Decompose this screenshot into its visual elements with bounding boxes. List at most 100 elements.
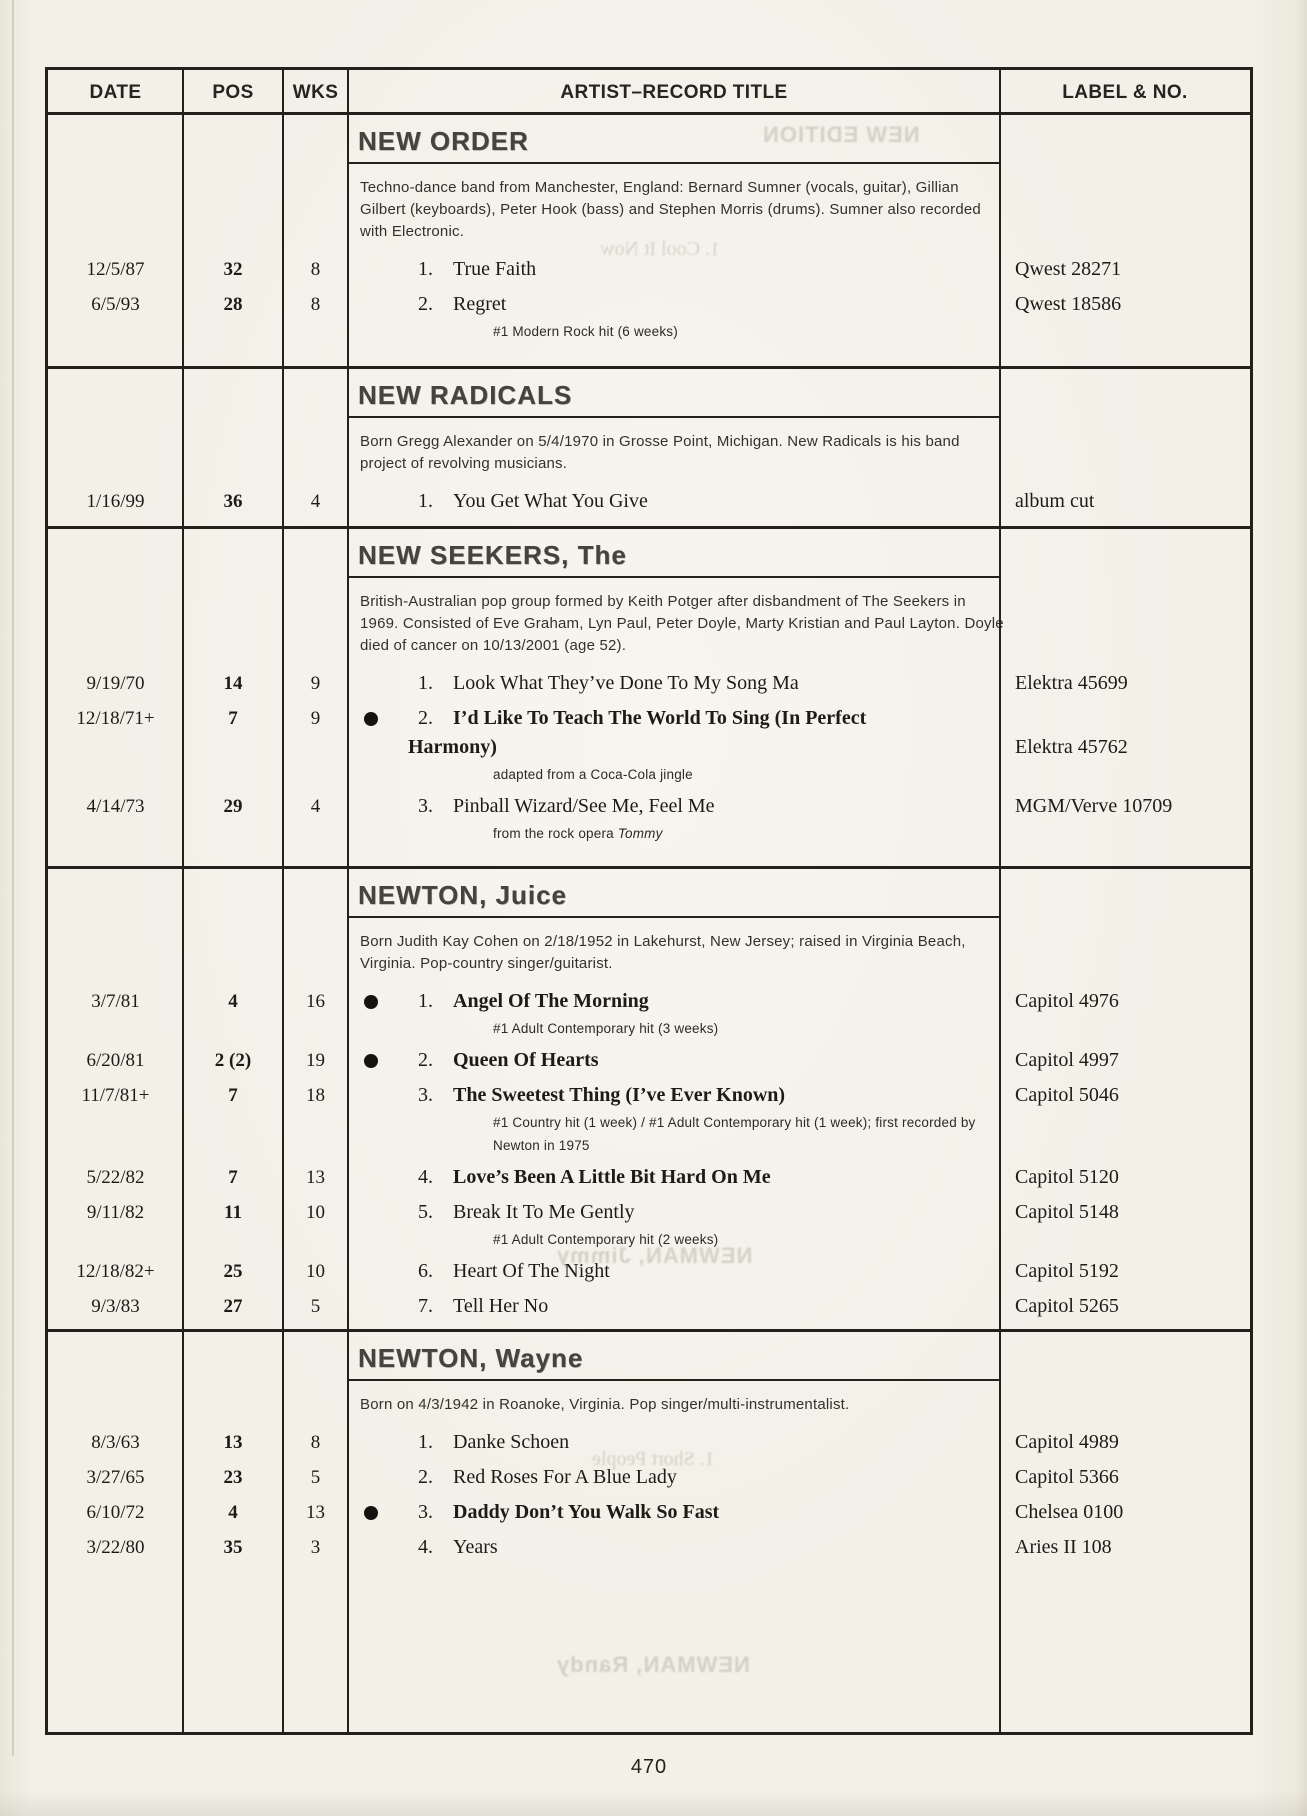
entry-date: 6/20/81 <box>86 1050 145 1071</box>
artist-name-rule <box>348 916 1000 918</box>
entry-number: 6. <box>418 1260 433 1282</box>
entry-title: Red Roses For A Blue Lady <box>453 1466 677 1488</box>
entry-number: 3. <box>418 1501 433 1523</box>
column-divider-wks-title <box>347 70 349 1732</box>
entry-label-number: Qwest 28271 <box>1015 258 1122 280</box>
entry-title: Pinball Wizard/See Me, Feel Me <box>453 795 715 817</box>
entry-title: The Sweetest Thing (I’ve Ever Known) <box>453 1084 786 1106</box>
entry-title: Look What They’ve Done To My Song Ma <box>453 672 799 694</box>
gold-dot-cell <box>348 1081 393 1110</box>
entry-label-number: Elektra 45699 <box>1015 672 1128 694</box>
entry-list: 3/7/81 4 16 1. Angel Of The Morning Capitol 4… <box>48 987 1250 1321</box>
entry-row: 11/7/81+ 7 18 3. The Sweetest Thing (I’ve Ev… <box>48 1081 1250 1110</box>
entry-title-cell: 1. Angel Of The Morning <box>348 987 1000 1016</box>
entry-peak-position: 25 <box>223 1261 243 1282</box>
entry-date: 3/27/65 <box>86 1467 145 1488</box>
entry-label-number: Capitol 4989 <box>1015 1431 1119 1453</box>
entry-row: 1/16/99 36 4 1. You Get What You Give album c… <box>48 487 1250 516</box>
entry-row: 9/19/70 14 9 1. Look What They’ve Done To My… <box>48 669 1250 698</box>
gold-dot-cell <box>348 1257 393 1286</box>
entry-row: 6/20/81 2 (2) 19 2. Queen Of Hearts Capitol 4… <box>48 1046 1250 1075</box>
entry-weeks: 18 <box>306 1085 325 1106</box>
entry-date: 9/3/83 <box>91 1296 140 1317</box>
page-left-edge <box>12 0 14 1756</box>
entry-list: 9/19/70 14 9 1. Look What They’ve Done To My… <box>48 669 1250 845</box>
entry-label-number: Capitol 5120 <box>1015 1166 1119 1188</box>
entry-note: #1 Adult Contemporary hit (3 weeks) <box>348 1017 1000 1040</box>
entry-row: 4/14/73 29 4 3. Pinball Wizard/See Me, Feel … <box>48 792 1250 821</box>
entry-title-cell: 2. Queen Of Hearts <box>348 1046 1000 1075</box>
entry-note: #1 Country hit (1 week) / #1 Adult Conte… <box>348 1111 1000 1157</box>
entry-note-row: adapted from a Coca-Cola jingle <box>48 763 1250 786</box>
entry-weeks: 8 <box>310 259 321 280</box>
entry-date: 12/18/82+ <box>76 1261 155 1282</box>
entry-peak-position: 2 (2) <box>214 1050 252 1071</box>
entry-title-cell: 2. Red Roses For A Blue Lady <box>348 1463 1000 1492</box>
column-divider-date-pos <box>182 70 184 1732</box>
artist-name: NEWTON, Juice <box>358 880 568 910</box>
gold-dot-cell <box>348 487 393 516</box>
entry-number: 1. <box>418 258 433 280</box>
entry-title: Break It To Me Gently <box>453 1201 635 1223</box>
artist-bio: Born on 4/3/1942 in Roanoke, Virginia. P… <box>360 1396 850 1413</box>
entry-weeks: 16 <box>306 991 325 1012</box>
entry-peak-position: 35 <box>223 1537 243 1558</box>
entry-peak-position: 32 <box>223 259 243 280</box>
entry-title: Daddy Don’t You Walk So Fast <box>453 1501 720 1523</box>
entry-note-text: #1 Adult Contemporary hit (2 weeks) <box>493 1232 719 1247</box>
chart-table: DATE POS WKS ARTIST–RECORD TITLE LABEL &… <box>45 67 1253 1735</box>
entry-number: 1. <box>418 990 433 1012</box>
entry-date: 9/19/70 <box>86 673 145 694</box>
entry-peak-position: 4 <box>228 1502 238 1523</box>
entry-peak-position: 11 <box>224 1202 242 1223</box>
entry-number: 4. <box>418 1536 433 1558</box>
entry-title: Danke Schoen <box>453 1431 570 1453</box>
entry-title: True Faith <box>453 258 537 280</box>
entry-weeks: 10 <box>306 1202 325 1223</box>
entry-peak-position: 4 <box>228 991 238 1012</box>
entry-peak-position: 36 <box>223 491 243 512</box>
entry-title-cell: 1. Look What They’ve Done To My Song Ma <box>348 669 1000 698</box>
entry-label-number: MGM/Verve 10709 <box>1015 795 1173 817</box>
entry-title: Angel Of The Morning <box>453 990 649 1012</box>
entry-note-row: from the rock opera Tommy <box>48 822 1250 845</box>
gold-dot-cell <box>348 1163 393 1192</box>
artist-section: NEWTON, Wayne Born on 4/3/1942 in Roanoke… <box>48 1329 1250 1746</box>
entry-number: 2. <box>418 1049 433 1071</box>
entry-title-cell: 3. Daddy Don’t You Walk So Fast <box>348 1498 1000 1527</box>
entry-note-text: #1 Modern Rock hit (6 weeks) <box>493 324 678 339</box>
gold-dot-cell <box>348 1533 393 1562</box>
gold-dot-cell <box>348 290 393 319</box>
entry-peak-position: 7 <box>228 1085 238 1106</box>
entry-title: I’d Like To Teach The World To Sing (In … <box>408 707 867 758</box>
entry-note-row: #1 Adult Contemporary hit (2 weeks) <box>48 1228 1250 1251</box>
artist-section: NEWTON, Juice Born Judith Kay Cohen on 2/… <box>48 866 1250 1329</box>
entry-title: Queen Of Hearts <box>453 1049 599 1071</box>
entry-row: 8/3/63 13 8 1. Danke Schoen Capitol 4989 <box>48 1428 1250 1457</box>
gold-dot-cell <box>348 669 393 698</box>
entry-weeks: 5 <box>310 1467 321 1488</box>
entry-weeks: 8 <box>310 1432 321 1453</box>
gold-dot-cell <box>348 1046 393 1075</box>
entry-row: 9/3/83 27 5 7. Tell Her No Capitol 5265 <box>48 1292 1250 1321</box>
artist-bio: Born Judith Kay Cohen on 2/18/1952 in La… <box>360 933 966 972</box>
entry-date: 8/3/63 <box>91 1432 140 1453</box>
entry-date: 9/11/82 <box>86 1202 145 1223</box>
entry-weeks: 13 <box>306 1502 325 1523</box>
artist-section: NEW RADICALS Born Gregg Alexander on 5/4/… <box>48 366 1250 526</box>
entry-peak-position: 7 <box>228 708 238 729</box>
entry-row: 12/5/87 32 8 1. True Faith Qwest 28271 <box>48 255 1250 284</box>
entry-list: 12/5/87 32 8 1. True Faith Qwest 28271 6/5/93 2… <box>48 255 1250 343</box>
page-number: 470 <box>630 1756 668 1778</box>
entry-date: 3/7/81 <box>91 991 140 1012</box>
header-pos: POS <box>212 82 254 103</box>
entry-row: 6/10/72 4 13 3. Daddy Don’t You Walk So Fast… <box>48 1498 1250 1527</box>
entry-date: 5/22/82 <box>86 1167 145 1188</box>
entry-peak-position: 28 <box>223 294 243 315</box>
artist-bio: British-Australian pop group formed by K… <box>360 593 1004 654</box>
gold-record-dot-icon <box>364 995 378 1009</box>
entry-title: You Get What You Give <box>453 490 648 512</box>
entry-row: 5/22/82 7 13 4. Love’s Been A Little Bit Har… <box>48 1163 1250 1192</box>
artist-section: NEW SEEKERS, The British-Australian pop g… <box>48 526 1250 866</box>
